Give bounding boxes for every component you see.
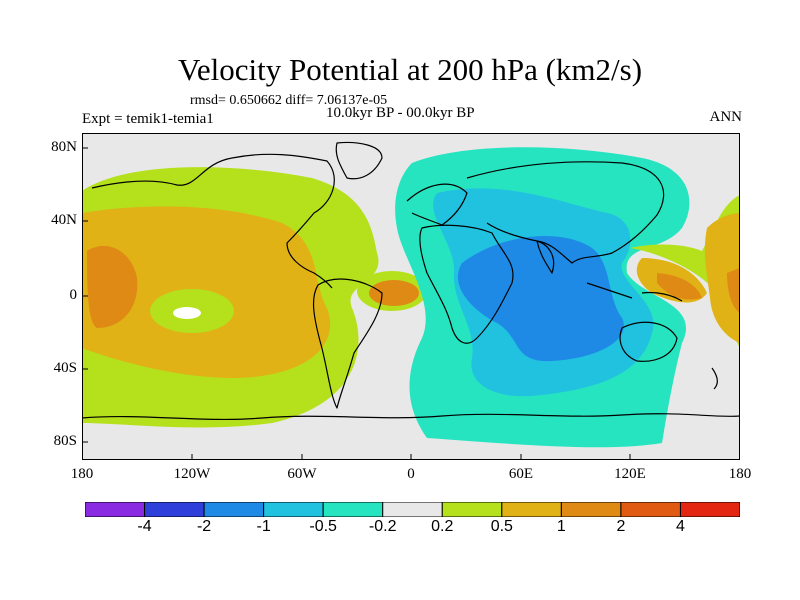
colorbar-label: 2 [616, 518, 626, 535]
colorbar-swatch [382, 502, 443, 517]
colorbar-label: 0.5 [490, 518, 513, 535]
x-tick-label: 60E [508, 466, 534, 482]
colorbar-label: 4 [676, 518, 685, 535]
period-subtitle: 10.0kyr BP - 00.0kyr BP [326, 105, 475, 121]
coast-new-zealand [711, 367, 718, 390]
coast-india [536, 240, 555, 274]
colorbar-swatch [322, 502, 384, 517]
plot-title: Velocity Potential at 200 hPa (km2/s) [177, 52, 643, 87]
x-tick-label: 120W [173, 466, 211, 482]
y-tick-label: 80S [53, 433, 77, 449]
colorbar-swatch [560, 502, 622, 517]
colorbar-swatch [203, 502, 265, 517]
colorbar-swatch [144, 502, 205, 517]
colorbar-swatch [501, 502, 562, 517]
contour-negative-1 [457, 236, 624, 362]
contour-edge-1 [727, 268, 740, 313]
velocity-potential-map [82, 133, 740, 460]
colorbar-swatch [85, 502, 146, 517]
contour-atlantic-0.5 [369, 280, 419, 306]
colorbar-label: -0.2 [368, 518, 397, 535]
colorbar-label: -4 [137, 518, 152, 535]
coast-africa [419, 224, 514, 344]
contour-wpacific-1 [657, 273, 702, 300]
experiment-label: Expt = temik1-temia1 [82, 111, 214, 127]
x-tick-label: 0 [407, 466, 415, 482]
colorbar-label: -0.5 [309, 518, 337, 535]
y-tick-label: 40S [53, 360, 77, 376]
colorbar-swatch [679, 502, 740, 517]
contour-positive-1 [87, 245, 138, 328]
stats-subtitle: rmsd= 0.650662 diff= 7.06137e-05 [190, 93, 388, 108]
coast-antarctica [82, 413, 740, 421]
coast-europe [406, 183, 468, 226]
y-tick-label: 0 [69, 287, 78, 303]
coast-south-america [312, 278, 383, 409]
x-tick-label: 60W [287, 466, 317, 482]
x-tick-label: 180 [70, 466, 94, 482]
y-tick-label: 40N [51, 212, 77, 228]
colorbar-swatch [620, 502, 681, 517]
colorbar-label: 0.2 [431, 518, 454, 535]
coastlines [82, 141, 740, 421]
x-tick-label: 180 [728, 466, 752, 482]
colorbar [85, 502, 740, 517]
coast-greenland [335, 141, 383, 180]
contour-edge-0.5 [704, 213, 740, 343]
contour-low-center-inner [173, 307, 201, 319]
y-tick-label: 80N [51, 139, 77, 155]
coast-indonesia [586, 282, 683, 302]
colorbar-label: 1 [556, 518, 566, 535]
colorbar-label: -2 [196, 518, 212, 535]
season-label: ANN [709, 109, 743, 125]
colorbar-swatch [263, 502, 324, 517]
colorbar-swatch [441, 502, 503, 517]
coast-australia [619, 321, 678, 362]
coast-north-america [91, 153, 335, 289]
axis-ticks [82, 147, 631, 460]
colorbar-label: -1 [256, 518, 271, 535]
x-tick-label: 120E [614, 466, 646, 482]
